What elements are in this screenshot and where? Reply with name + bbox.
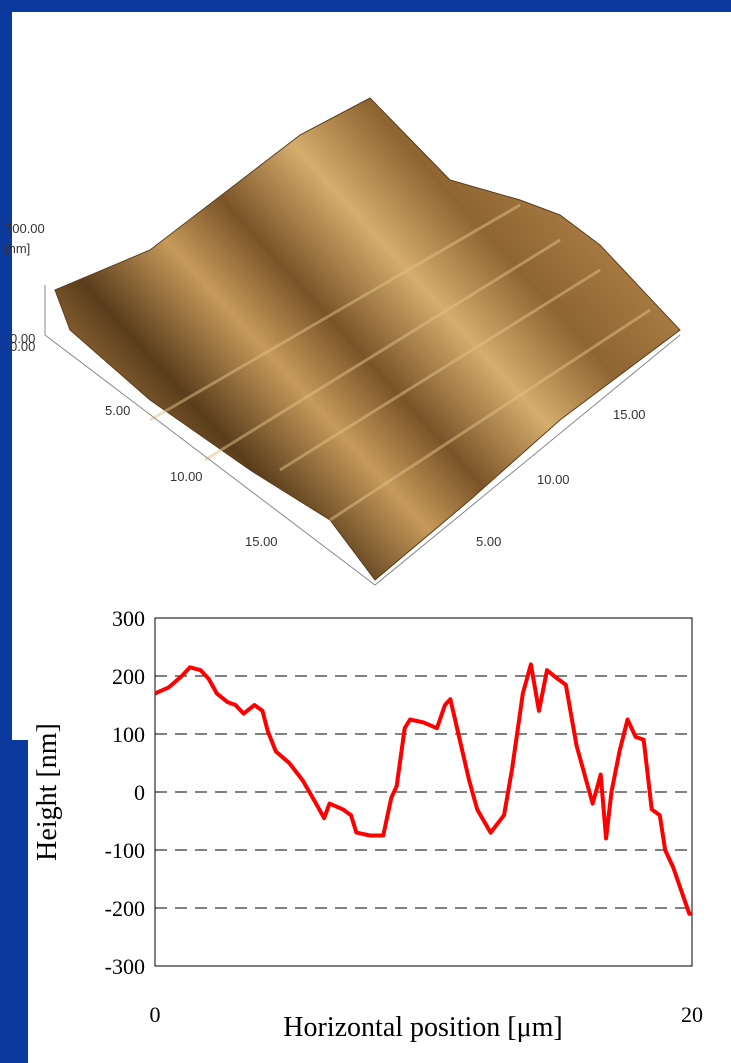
y-tick-label: -100 [105, 838, 145, 863]
y-tick-label: -300 [105, 954, 145, 979]
afm-axis-label: 700.00 [5, 221, 45, 236]
slide-edge [12, 740, 28, 1063]
slide: 700.00[nm]0.000.005.0010.0015.0015.0010.… [0, 0, 731, 1063]
page: {"afm_image": {"labels": ["700.00", "[nm… [0, 0, 731, 1063]
y-axis-title: Height [nm] [32, 723, 63, 861]
y-tick-label: 300 [112, 606, 145, 631]
afm-axis-label: 0.00 [10, 339, 35, 354]
x-axis-title: Horizontal position [μm] [283, 1012, 562, 1043]
y-tick-label: 200 [112, 664, 145, 689]
x-tick-label: 0 [150, 1002, 161, 1027]
afm-axis-label: 5.00 [105, 403, 130, 418]
y-tick-label: 0 [134, 780, 145, 805]
afm-axis-label: 15.00 [613, 407, 646, 422]
afm-axis-label: 10.00 [537, 472, 570, 487]
afm-axis-label: [nm] [5, 241, 30, 256]
afm-axis-label: 15.00 [245, 534, 278, 549]
x-tick-label: 20 [681, 1002, 703, 1027]
afm-axis-label: 5.00 [476, 534, 501, 549]
afm-axis-label: 10.00 [170, 469, 203, 484]
y-tick-label: -200 [105, 896, 145, 921]
y-tick-label: 100 [112, 722, 145, 747]
